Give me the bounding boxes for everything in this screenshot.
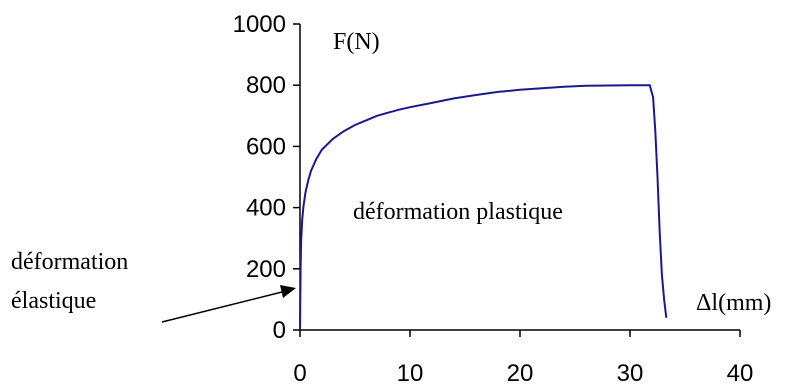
x-tick-label: 20	[507, 360, 534, 387]
y-tick-label: 1000	[233, 11, 286, 38]
y-axis-label: F(N)	[333, 29, 380, 55]
tick-marks	[293, 23, 741, 337]
series-line	[299, 84, 668, 331]
annotation-elastic-line1: déformation	[11, 249, 128, 275]
axes	[299, 24, 740, 331]
x-tick-label: 40	[727, 360, 754, 387]
tick-labels: 0 200 400 600 800 1000 0 10 20 30 40	[233, 11, 754, 387]
annotation-arrowhead	[280, 285, 296, 298]
y-tick-label: 200	[246, 256, 286, 283]
x-tick-label: 10	[397, 360, 424, 387]
y-tick-label: 400	[246, 195, 286, 222]
annotation-arrow-shaft	[161, 291, 283, 323]
x-tick-label: 30	[617, 360, 644, 387]
y-tick-label: 0	[273, 317, 286, 344]
x-tick-label: 0	[293, 360, 306, 387]
annotation-arrow	[161, 285, 296, 323]
annotation-elastic-line2: élastique	[11, 288, 96, 314]
annotation-plastic: déformation plastique	[353, 199, 563, 225]
y-tick-label: 600	[246, 133, 286, 160]
y-tick-label: 800	[246, 72, 286, 99]
x-axis-label: Δl(mm)	[696, 290, 771, 316]
